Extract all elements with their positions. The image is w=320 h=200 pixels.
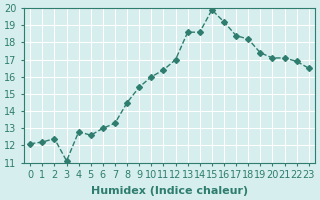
- X-axis label: Humidex (Indice chaleur): Humidex (Indice chaleur): [91, 186, 248, 196]
